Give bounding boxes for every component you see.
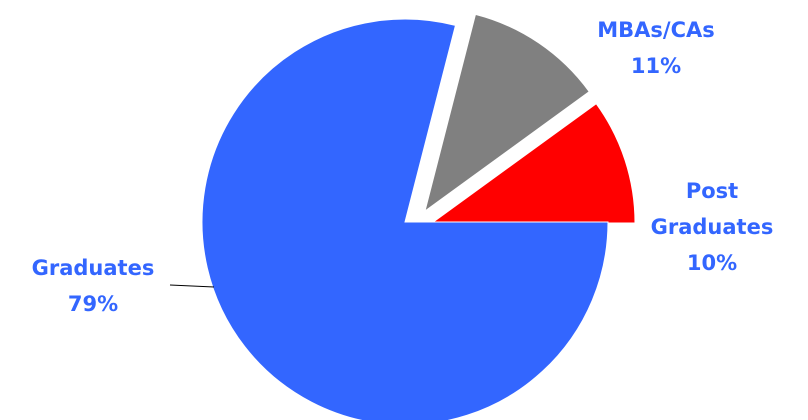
pie-slice-post-graduates — [430, 102, 636, 224]
slice-label-mbas-cas: MBAs/CAs 11% — [597, 18, 715, 78]
slice-label-post-graduates: Post Graduates 10% — [651, 179, 774, 275]
slice-label-graduates: Graduates 79% — [32, 256, 155, 316]
pie-slice-mbas-cas — [424, 13, 590, 213]
pie-labels: Post Graduates 10% MBAs/CAs 11% Graduates 79% — [32, 18, 774, 316]
pie-slice-graduates — [201, 18, 609, 420]
pie-slices — [201, 13, 636, 420]
leader-line-graduates — [169, 284, 215, 288]
